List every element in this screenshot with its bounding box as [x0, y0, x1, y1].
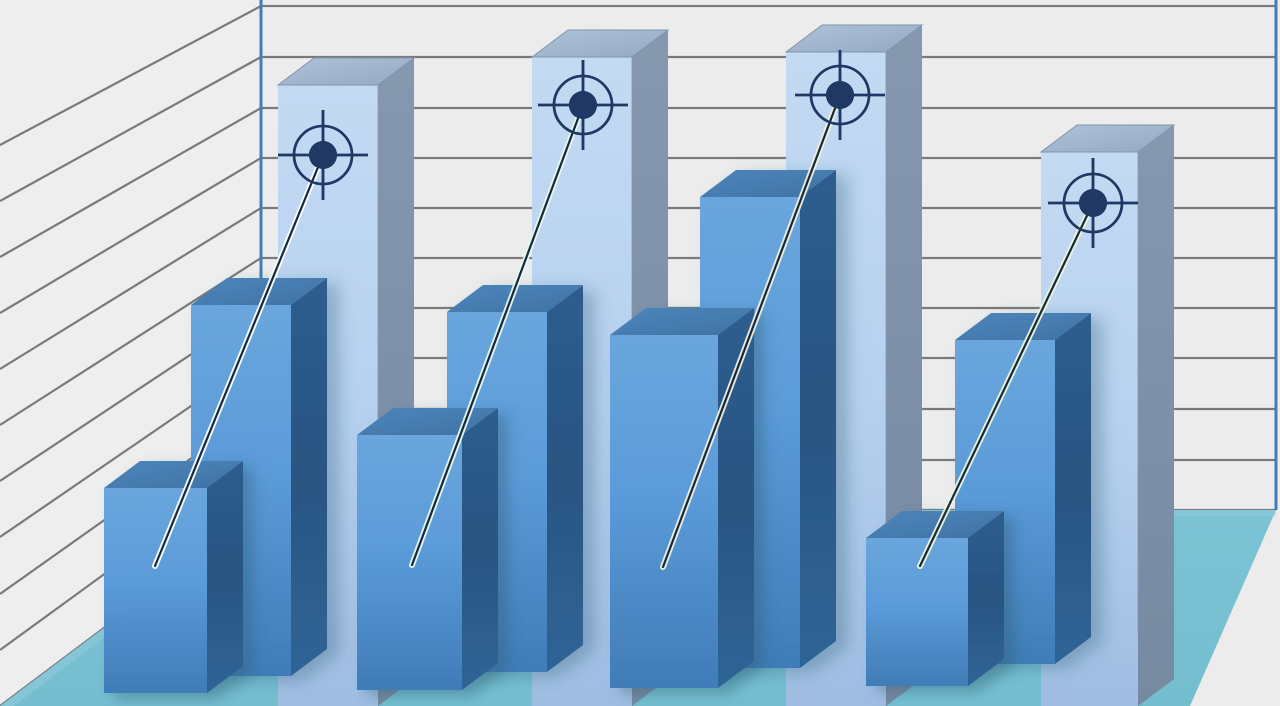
arrow-4 [917, 200, 1096, 569]
target-marker-2-overlay [538, 60, 628, 150]
arrow-1 [152, 152, 326, 569]
front-bar-4 [866, 511, 1004, 686]
arrow-3 [660, 92, 843, 570]
target-marker-4-overlay [1048, 158, 1138, 248]
front-bar-3 [610, 308, 754, 688]
front-bar-1 [104, 461, 243, 693]
mid-bar-4 [955, 313, 1091, 664]
target-markers-overlay [278, 50, 1138, 248]
arrow-2 [409, 102, 586, 568]
front-row-bars [104, 308, 1004, 693]
target-marker-3-overlay [795, 50, 885, 140]
arrows [152, 92, 1096, 570]
target-marker-1-overlay [278, 110, 368, 200]
mid-row-bars [191, 170, 1091, 676]
front-bar-2 [357, 408, 498, 690]
